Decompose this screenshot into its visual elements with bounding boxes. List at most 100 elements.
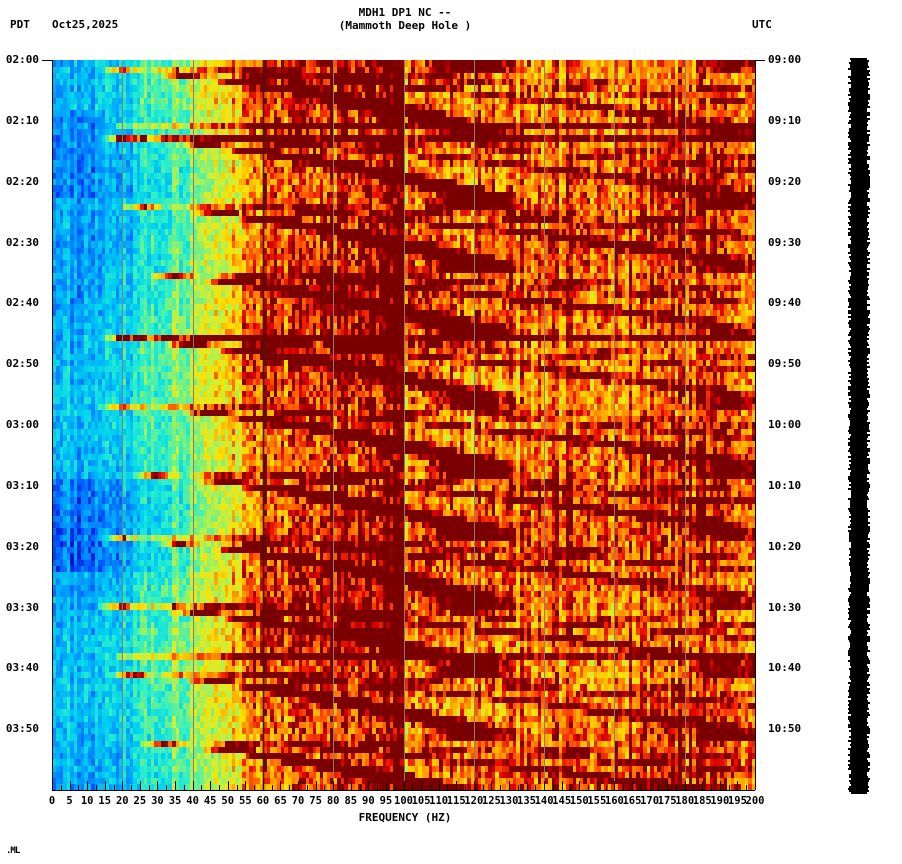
y-axis-tick-label-right: 10:00 <box>768 418 802 431</box>
y-axis-tick-label-right: 10:30 <box>768 600 802 614</box>
x-axis-tick <box>245 781 247 790</box>
x-axis-tick <box>658 785 660 790</box>
x-axis-tick <box>588 785 590 790</box>
x-axis-tick-label: 150 <box>569 795 589 807</box>
x-axis-tick <box>306 785 308 790</box>
x-axis-tick-label: 25 <box>133 795 147 807</box>
x-axis-tick-label: 60 <box>256 795 270 807</box>
y-axis-tick-label-left: 02:20 <box>5 174 39 188</box>
timezone-label-left: PDT <box>10 18 30 31</box>
x-axis-tick <box>535 785 537 790</box>
x-axis-tick <box>271 785 273 790</box>
x-axis-tick-label: 35 <box>168 795 182 807</box>
x-axis-tick <box>526 781 528 790</box>
x-axis-tick <box>227 781 229 790</box>
timezone-label-right: UTC <box>752 18 772 31</box>
y-axis-tick-label-right: 10:20 <box>768 539 802 553</box>
x-axis-tick-label: 110 <box>429 795 449 807</box>
x-axis-tick <box>473 781 475 790</box>
x-axis-tick <box>52 781 53 790</box>
y-axis-tick-label-right: 09:30 <box>768 235 802 249</box>
x-axis-tick <box>438 781 440 790</box>
x-axis-tick <box>394 785 396 790</box>
x-axis-tick-label: 145 <box>552 795 572 807</box>
x-axis-tick-label: 30 <box>151 795 164 807</box>
x-axis-tick <box>500 785 502 790</box>
y-axis-tick-right <box>755 60 765 61</box>
x-axis-tick <box>60 785 62 790</box>
x-axis-tick <box>675 785 677 790</box>
data-dropout-bar <box>845 58 870 794</box>
x-axis-tick <box>702 781 704 790</box>
x-axis-tick-label: 155 <box>587 795 607 807</box>
x-axis-tick <box>482 785 484 790</box>
x-axis-tick-label: 0 <box>48 795 56 807</box>
x-axis-tick-label: 70 <box>291 795 305 807</box>
x-axis-tick <box>552 785 554 790</box>
x-axis-tick-label: 195 <box>727 795 747 807</box>
x-axis-tick <box>403 781 405 790</box>
y-axis-tick-label-left: 03:50 <box>5 722 39 736</box>
x-axis-tick-label: 175 <box>657 795 677 807</box>
x-axis-tick <box>254 785 256 790</box>
x-axis-tick <box>377 785 379 790</box>
x-axis-title: FREQUENCY (HZ) <box>0 811 902 824</box>
x-axis-tick-label: 45 <box>203 795 217 807</box>
spectrogram-canvas <box>52 60 755 790</box>
x-axis-tick <box>429 785 431 790</box>
x-axis-tick-label: 140 <box>534 795 554 807</box>
x-axis-tick <box>508 781 510 790</box>
y-axis-tick-label-right: 09:50 <box>768 357 802 371</box>
x-axis-tick <box>755 781 756 790</box>
y-axis-tick-label-left: 02:30 <box>5 235 39 249</box>
x-axis-tick <box>122 781 124 790</box>
x-axis-tick-label: 120 <box>464 795 484 807</box>
x-axis-tick <box>684 781 686 790</box>
x-axis-tick <box>210 781 212 790</box>
x-axis-tick-label: 75 <box>309 795 322 807</box>
x-axis-tick <box>87 781 89 790</box>
y-axis-tick-label-right: 10:10 <box>768 478 802 492</box>
y-axis-tick-label-left: 03:30 <box>5 600 39 614</box>
y-axis-tick-left <box>42 60 52 61</box>
y-axis-tick-label-left: 03:10 <box>5 478 39 492</box>
y-axis-tick-label-left: 03:00 <box>5 418 39 431</box>
y-axis-tick-label-right: 09:10 <box>768 113 802 127</box>
x-axis-tick <box>421 781 423 790</box>
x-axis-tick <box>69 781 71 790</box>
x-axis-tick <box>465 785 466 790</box>
x-axis-tick <box>737 781 739 790</box>
y-axis-tick-label-left: 02:10 <box>5 113 39 127</box>
x-axis-tick-label: 165 <box>622 795 642 807</box>
x-axis-tick-label: 10 <box>80 795 94 807</box>
x-axis-tick-label: 55 <box>239 795 252 807</box>
spectrogram-plot <box>52 60 755 790</box>
x-axis-tick <box>693 785 695 790</box>
x-axis-tick-label: 130 <box>499 795 519 807</box>
x-axis-tick-label: 190 <box>710 795 730 807</box>
x-axis-tick <box>614 781 616 790</box>
x-axis-tick <box>333 781 335 790</box>
x-axis-tick <box>192 781 194 790</box>
x-axis-tick-label: 180 <box>675 795 695 807</box>
x-axis-tick <box>280 781 282 790</box>
x-axis-tick-label: 170 <box>640 795 660 807</box>
x-axis-tick <box>324 785 326 790</box>
page-title-line2-text: (Mammoth Deep Hole ) <box>338 19 472 32</box>
x-axis-tick <box>640 785 642 790</box>
x-axis-tick <box>236 785 238 790</box>
x-axis-tick <box>412 785 414 790</box>
y-axis-tick-label-left: 02:00 <box>5 53 39 66</box>
page-title-line1-text: MDH1 DP1 NC -- <box>358 6 452 19</box>
x-axis-tick <box>139 781 141 790</box>
x-axis-tick <box>341 785 343 790</box>
y-axis-tick-label-right: 10:50 <box>768 722 802 736</box>
y-axis-tick-label-right: 10:40 <box>768 661 802 675</box>
x-axis-tick-label: 100 <box>394 795 413 807</box>
x-axis-tick <box>667 781 669 790</box>
x-axis-tick <box>517 785 519 790</box>
x-axis-tick <box>359 785 361 790</box>
x-axis-tick-label: 20 <box>115 795 129 807</box>
y-axis-tick-label-left: 03:40 <box>5 661 39 675</box>
